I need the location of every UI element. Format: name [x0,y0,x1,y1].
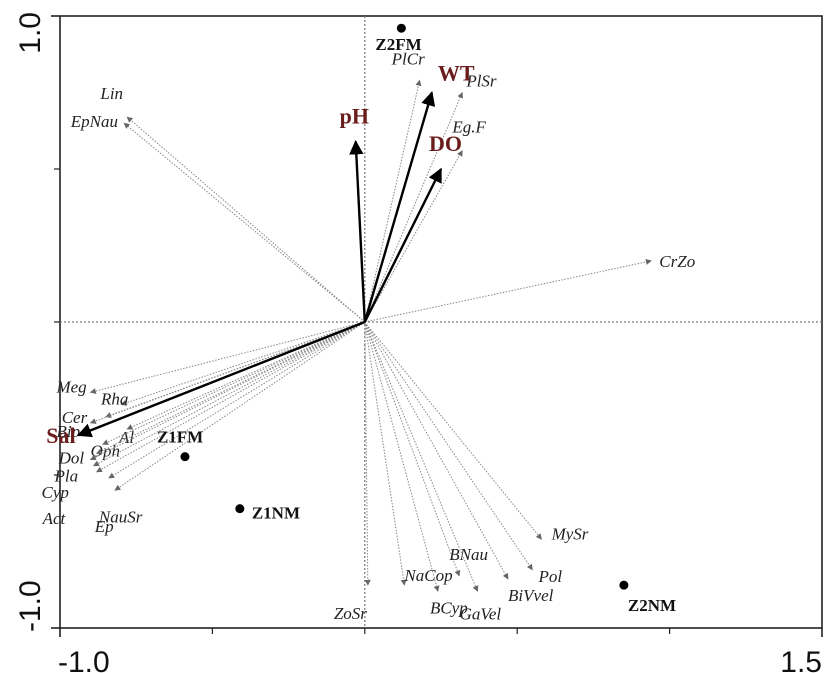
env-arrow-wt [363,91,436,323]
species-arrow-bcyp [364,321,440,592]
species-label-meg: Meg [55,377,86,396]
species-arrow-ep [108,321,366,479]
species-arrow-zosr [364,321,371,586]
species-label-plsr: PlSr [465,72,497,91]
species-arrow-egf [364,150,463,323]
species-arrow-act [96,321,366,473]
species-arrow-plsr [364,91,463,323]
species-label-gavel: GaVel [460,604,502,623]
y-tick-label: -1.0 [14,580,47,632]
species-label-bip: Bip [56,422,80,441]
env-arrow-do [363,167,443,323]
species-arrow-crzo [364,258,652,323]
env-arrow-ph [349,140,366,323]
species-arrow-pol [364,321,533,571]
species-label-pla: Pla [53,467,78,486]
species-label-bivvel: BiVvel [508,586,554,605]
env-arrow-sal [76,320,366,438]
species-label-al: Al [118,428,134,447]
species-label-act: Act [42,509,67,528]
env-label-sal: Sal [46,423,75,448]
species-label-cer: Cer [62,408,88,427]
y-tick-label: 1.0 [14,12,47,54]
site-point-z2fm [396,23,406,33]
species-arrow-nacop [364,321,407,586]
species-label-egf: Eg.F [451,118,486,137]
species-label-nacop: NaCop [403,566,452,585]
species-label-lin: Lin [99,84,123,103]
species-label-nausr: NauSr [98,507,143,526]
env-label-ph: pH [340,103,369,128]
species-label-crzo: CrZo [659,252,695,271]
species-label-oph: Oph [91,441,120,460]
x-tick-label: -1.0 [58,646,110,673]
species-label-zosr: ZoSr [334,604,367,623]
env-label-wt: WT [438,61,475,86]
species-arrow-epnau [123,122,366,323]
site-point-z2nm [619,580,629,590]
environment-vectors: pH WT DO Sal [46,61,475,449]
species-arrow-mysr [364,321,542,540]
species-label-bcyp: BCyp [430,598,468,617]
species-label-bnau: BNau [449,545,488,564]
site-label-z2fm: Z2FM [375,35,421,54]
species-arrow-oph [102,321,366,445]
species-arrow-pla [89,321,366,461]
species-arrow-gavel [364,321,479,592]
species-label-plcr: PlCr [391,49,425,68]
species-label-pol: Pol [537,567,562,586]
x-tick-label: 1.5 [780,646,822,673]
site-label-z2nm: Z2NM [628,596,676,615]
species-arrow-bivvel [364,321,509,580]
site-label-z1nm: Z1NM [252,504,300,523]
species-arrow-rha [120,321,365,406]
site-point-z1fm [180,452,190,462]
species-label-mysr: MySr [551,524,589,543]
env-label-do: DO [429,131,462,156]
site-point-z1nm [235,504,245,514]
species-arrow-bnau [364,321,461,577]
species-arrow-lin [126,116,366,323]
species-arrow-al [126,321,366,430]
species-label-ep: Ep [94,517,114,536]
species-label-cyp: Cyp [42,483,69,502]
species-label-epnau: EpNau [70,112,118,131]
species-label-dol: Dol [58,449,85,468]
site-label-z1fm: Z1FM [157,428,203,447]
species-arrow-plcr [364,79,422,323]
species-arrow-dol [96,321,366,455]
site-points: Z2FM Z1FM Z1NM Z2NM [157,23,676,615]
species-label-rha: Rha [100,390,128,409]
axes-layer: -1.0 1.5 1.0 -1.0 [14,12,823,673]
species-arrow-meg [89,321,365,394]
species-arrow-nausr [114,321,366,491]
species-arrow-cyp [92,321,366,467]
